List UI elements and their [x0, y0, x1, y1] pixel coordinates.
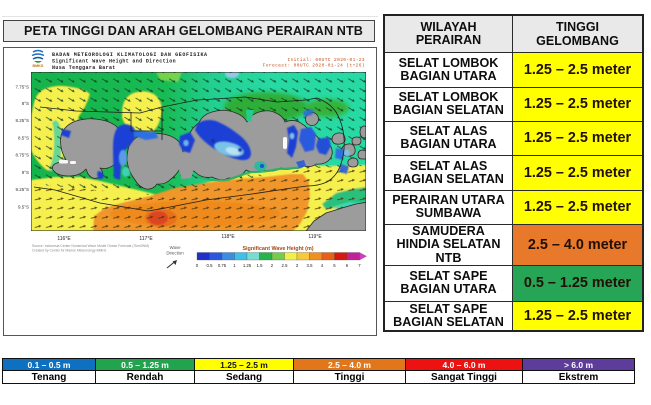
svg-text:Initial: 00UTC 2020-01-23: Initial: 00UTC 2020-01-23 [287, 57, 365, 63]
svg-text:3.5: 3.5 [307, 263, 314, 268]
svg-text:119°E: 119°E [308, 234, 322, 240]
svg-text:BMKG: BMKG [33, 64, 44, 68]
svg-text:8.5°S: 8.5°S [18, 136, 29, 141]
svg-text:3: 3 [296, 263, 299, 268]
svg-text:Nusa Tenggara Barat: Nusa Tenggara Barat [52, 65, 116, 71]
svg-text:8.75°S: 8.75°S [15, 153, 29, 158]
svg-text:4: 4 [321, 263, 324, 268]
svg-text:116°E: 116°E [57, 236, 71, 242]
svg-text:2.5: 2.5 [282, 263, 289, 268]
svg-text:118°E: 118°E [221, 234, 235, 240]
svg-text:8.25°S: 8.25°S [15, 118, 29, 123]
svg-text:8°S: 8°S [22, 101, 29, 106]
svg-text:1.5: 1.5 [257, 263, 264, 268]
svg-text:Forecast: 00UTC 2020-01-24 (t+: Forecast: 00UTC 2020-01-24 (t+26) [263, 63, 365, 69]
svg-text:9.5°S: 9.5°S [18, 205, 29, 210]
svg-text:1.25: 1.25 [243, 263, 252, 268]
svg-text:7.75°S: 7.75°S [15, 85, 29, 90]
svg-text:7: 7 [358, 263, 361, 268]
svg-text:0: 0 [196, 263, 199, 268]
svg-text:Source: Indonesia Center Numer: Source: Indonesia Center Numerical Wave … [32, 244, 149, 248]
svg-text:5: 5 [333, 263, 336, 268]
svg-text:2: 2 [271, 263, 274, 268]
svg-text:1: 1 [233, 263, 236, 268]
svg-text:Direction: Direction [166, 251, 184, 256]
svg-text:BADAN METEOROLOGI KLIMATOLOGI: BADAN METEOROLOGI KLIMATOLOGI DAN GEOFIS… [52, 52, 208, 58]
svg-text:Significant Wave Height and Di: Significant Wave Height and Direction [52, 59, 176, 65]
svg-text:Created by Center for Marine M: Created by Center for Marine Meteorology… [32, 249, 107, 253]
svg-text:Wave: Wave [169, 245, 181, 250]
svg-text:0.5: 0.5 [207, 263, 214, 268]
svg-text:9°S: 9°S [22, 170, 29, 175]
svg-text:Significant Wave Height (m): Significant Wave Height (m) [242, 246, 313, 252]
svg-text:6: 6 [346, 263, 349, 268]
svg-text:9.25°S: 9.25°S [15, 187, 29, 192]
svg-text:117°E: 117°E [139, 236, 153, 242]
svg-text:0.75: 0.75 [218, 263, 227, 268]
